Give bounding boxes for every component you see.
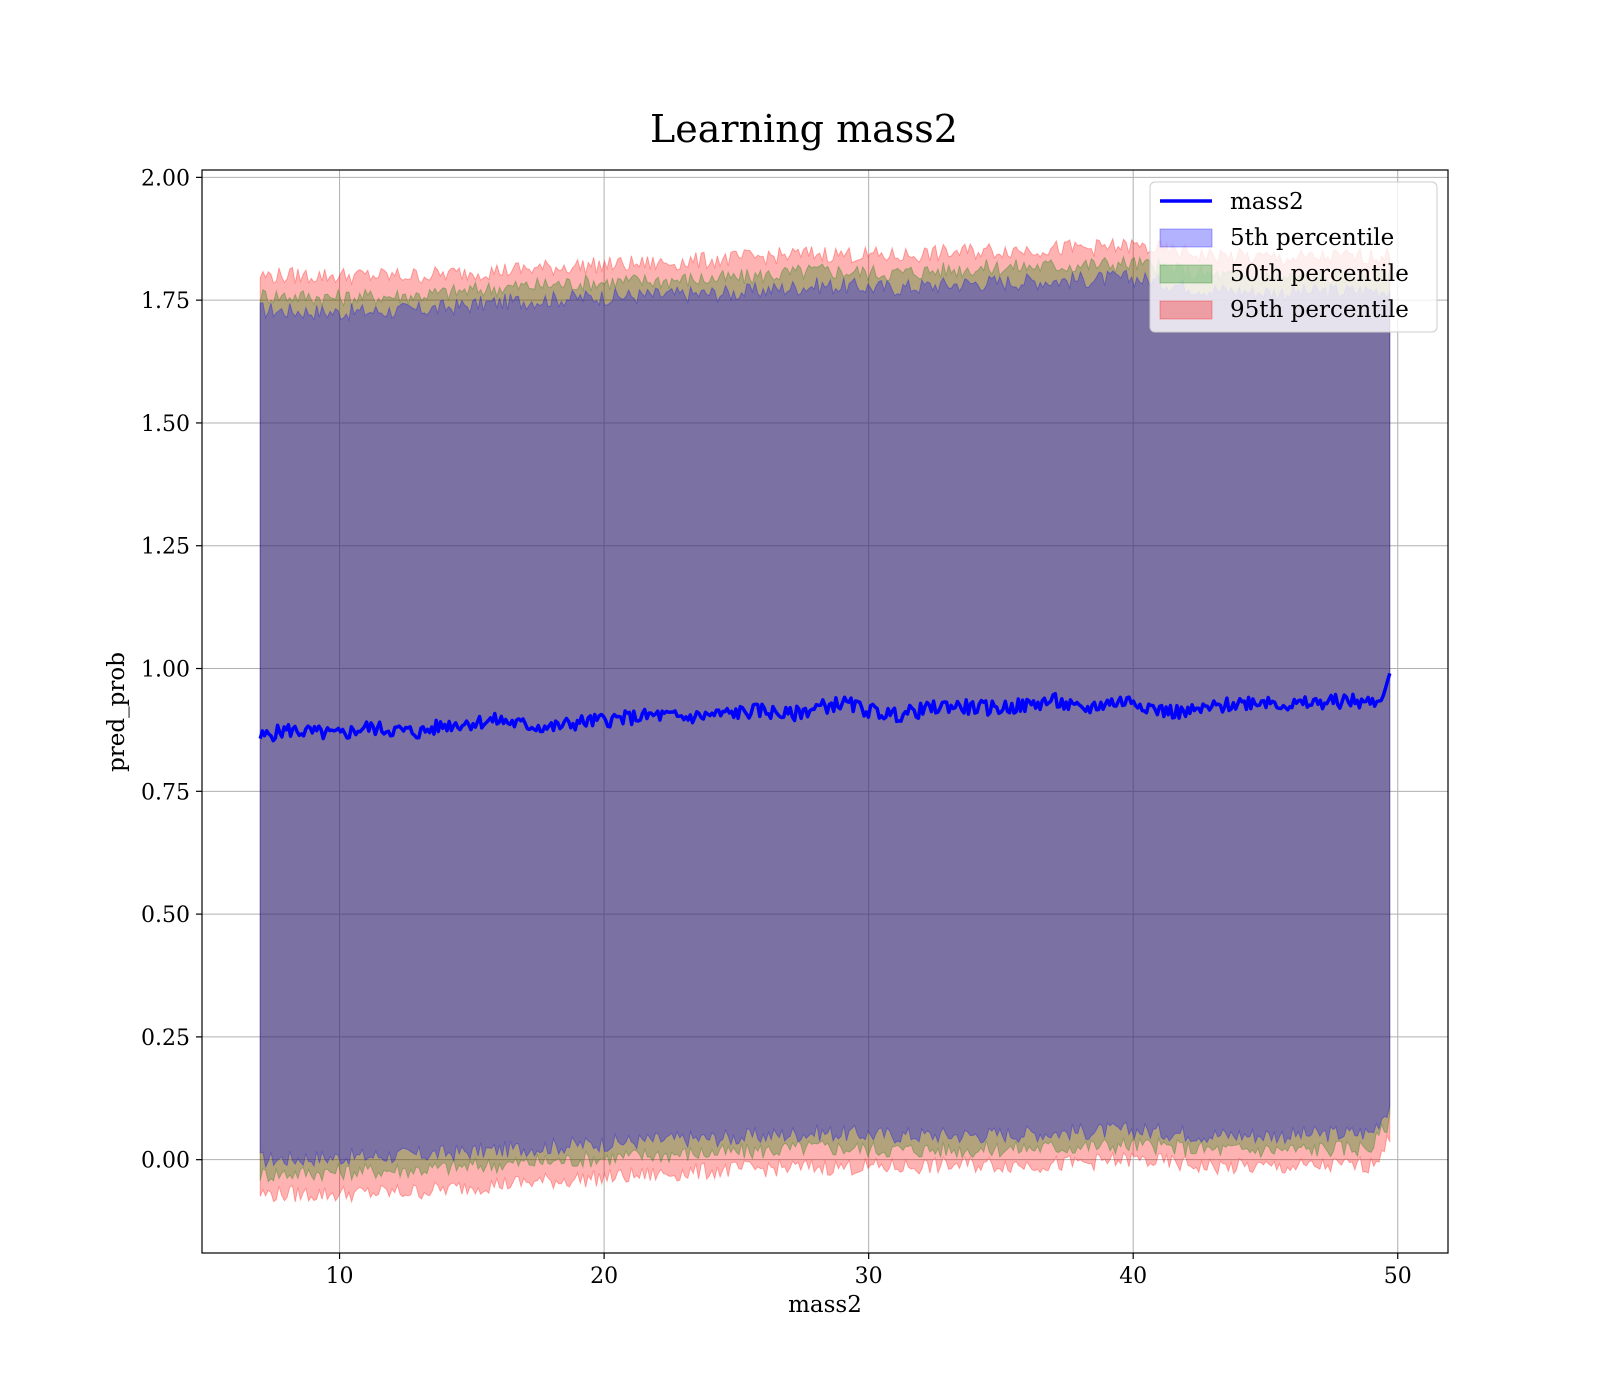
y-tick-label-2: 0.50 [141,903,190,928]
x-tick-label-4: 50 [1384,1264,1412,1289]
x-tick-label-1: 20 [590,1264,618,1289]
x-tick-label-3: 40 [1119,1264,1147,1289]
band-0 [259,269,1391,1169]
y-tick-label-1: 0.25 [141,1026,190,1051]
y-tick-label-7: 1.75 [141,289,190,314]
y-tick-label-0: 0.00 [141,1149,190,1174]
line-series [258,672,1392,743]
y-tick-label-5: 1.25 [141,535,190,560]
x-axis-label: mass2 [788,1292,862,1318]
legend-label-band-2: 95th percentile [1230,297,1409,323]
legend-label-line: mass2 [1230,189,1304,215]
legend-swatch-band-0 [1159,228,1213,248]
plot-frame [201,169,1449,1254]
legend: mass2 5th percentile 50th percentile 95t… [1149,181,1438,333]
band-1 [259,255,1391,1183]
x-tick-label-2: 30 [855,1264,883,1289]
legend-swatch-band-2 [1159,300,1213,320]
legend-swatch-band-1 [1159,264,1213,284]
y-axis-label: pred_prob [104,652,130,772]
axis-ticks: 10 20 30 40 50 0.00 0.25 0.50 0.75 1.00 1.25 1.50 1.… [141,166,1412,1289]
band-2 [259,237,1391,1204]
mean-line [258,672,1392,743]
y-tick-label-4: 1.00 [141,658,190,683]
y-tick-label-6: 1.50 [141,412,190,437]
legend-label-band-1: 50th percentile [1230,261,1409,287]
y-tick-label-8: 2.00 [141,166,190,191]
x-tick-label-0: 10 [326,1264,354,1289]
percentile-bands [259,237,1391,1204]
chart-title: Learning mass2 [650,107,958,151]
legend-box [1149,181,1438,333]
y-tick-label-3: 0.75 [141,780,190,805]
legend-label-band-0: 5th percentile [1230,225,1394,251]
